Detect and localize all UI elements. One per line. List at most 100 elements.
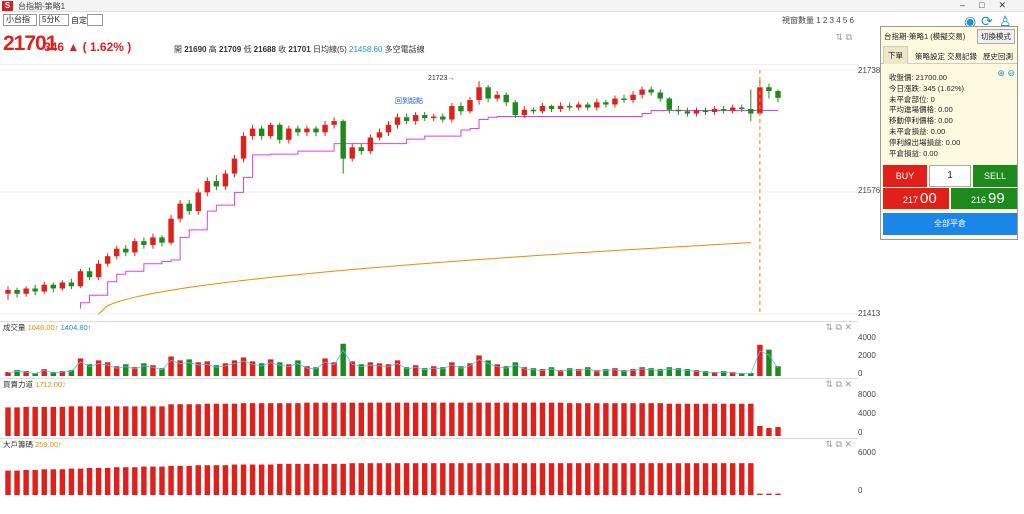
- close-all-button[interactable]: 全部平倉: [883, 213, 1017, 235]
- big-player-bar: [331, 463, 337, 495]
- force-bar: [123, 406, 129, 436]
- broadcast-icon[interactable]: ◉: [964, 13, 977, 29]
- big-player-bar: [585, 463, 591, 495]
- zoom-out-icon[interactable]: ⊖: [1007, 68, 1015, 78]
- candle-body: [648, 89, 654, 93]
- candle-body: [539, 106, 546, 112]
- window-controls[interactable]: –□✕: [960, 0, 1020, 11]
- candle-body: [720, 109, 727, 111]
- sell-button[interactable]: SELL: [973, 165, 1017, 187]
- force-bar: [267, 403, 274, 436]
- volume-bar: [684, 369, 691, 376]
- force-bar: [775, 427, 781, 436]
- candle-body: [766, 87, 772, 92]
- volume-bar: [485, 360, 491, 376]
- tab-records[interactable]: 交易記錄: [947, 52, 977, 61]
- window-count-selector[interactable]: 視窗數量 1 2 3 4 5 6: [781, 16, 854, 25]
- volume-bar: [304, 366, 310, 376]
- candle-body: [440, 116, 446, 120]
- candle-body: [86, 271, 93, 278]
- big-player-bar: [503, 463, 509, 495]
- force-bar: [449, 402, 455, 436]
- last-price: 21701: [3, 32, 57, 55]
- force-panel-header: 買賣力道 1712.00↑ ⇅ ⧉ ✕: [0, 378, 858, 389]
- candle-body: [204, 181, 211, 193]
- big-player-bar: [77, 468, 84, 495]
- switch-mode-button[interactable]: 切換模式: [977, 29, 1015, 44]
- force-bar: [195, 404, 201, 436]
- volume-bar: [521, 367, 528, 376]
- big-player-bar: [367, 463, 374, 495]
- force-bar: [340, 402, 346, 436]
- volume-bar: [621, 370, 627, 376]
- refresh-icon[interactable]: ⟳: [981, 13, 993, 29]
- maximize-icon[interactable]: □: [979, 0, 999, 10]
- candle-body: [711, 109, 718, 113]
- order-entry: BUY 1 SELL 217 00 216 99: [883, 165, 1017, 209]
- zoom-in-icon[interactable]: ⊕: [997, 68, 1005, 78]
- force-bar: [104, 406, 111, 436]
- symbol-select[interactable]: 小台指: [3, 14, 37, 26]
- buy-button[interactable]: BUY: [883, 165, 927, 187]
- volume-bar: [467, 363, 473, 376]
- ma-line: [98, 242, 751, 315]
- period-select[interactable]: 5分K: [39, 14, 69, 26]
- force-bar: [204, 403, 211, 436]
- force-bar: [521, 402, 528, 436]
- candle-body: [512, 102, 519, 116]
- big-player-bar: [394, 463, 401, 495]
- force-bar: [458, 402, 464, 436]
- tab-order[interactable]: 下單: [883, 46, 908, 64]
- big-player-bar: [603, 463, 609, 495]
- user-settings-icon[interactable]: ♙: [999, 13, 1012, 29]
- big-player-bar: [612, 463, 618, 495]
- big-player-bar: [186, 465, 192, 495]
- volume-bar: [449, 362, 455, 376]
- zoom-controls[interactable]: ⊕ ⊖: [997, 68, 1015, 79]
- volume-bar: [204, 361, 211, 376]
- big-player-bar: [249, 464, 256, 495]
- buy-price-button[interactable]: 217 00: [883, 188, 949, 209]
- close-icon[interactable]: ✕: [998, 0, 1020, 10]
- candle-body: [304, 128, 310, 133]
- candle-body: [240, 136, 247, 159]
- big-player-bar: [231, 464, 238, 495]
- price-change: 346 ▲ ( 1.62% ): [44, 40, 132, 54]
- sell-price-button[interactable]: 216 99: [951, 188, 1017, 209]
- minimize-icon[interactable]: –: [960, 0, 980, 10]
- volume-bar: [594, 370, 600, 376]
- candle-body: [132, 241, 138, 253]
- high-annotation: 21723→: [428, 75, 454, 82]
- force-bar: [530, 402, 537, 436]
- volume-bar: [648, 368, 654, 376]
- quantity-input[interactable]: 1: [929, 165, 971, 187]
- tab-strategy[interactable]: 策略設定: [915, 52, 945, 61]
- force-bar: [150, 406, 156, 436]
- force-panel-tools[interactable]: ⇅ ⧉ ✕: [825, 379, 852, 389]
- big-player-bar: [566, 463, 573, 495]
- volume-bar: [711, 372, 718, 376]
- force-bar: [476, 402, 482, 436]
- big-player-bar: [467, 463, 473, 495]
- candle-body: [150, 237, 156, 245]
- big-label-group: 大戶籌碼 259.00↑: [3, 439, 62, 450]
- force-bar: [240, 403, 247, 436]
- tab-backtest[interactable]: 歷史回測: [983, 52, 1013, 61]
- candle-body: [521, 109, 528, 116]
- main-chart-tools[interactable]: ⇅ ⧉: [835, 32, 852, 42]
- volume-bar: [666, 367, 673, 376]
- big-player-bar: [440, 463, 446, 495]
- volume-bar: [503, 366, 509, 376]
- high-label: 高: [208, 45, 217, 54]
- candle-body: [739, 107, 745, 110]
- big-panel-tools[interactable]: ⇅ ⧉ ✕: [825, 439, 852, 449]
- candle-body: [213, 181, 220, 187]
- candle-body: [376, 132, 383, 138]
- volume-bar: [313, 367, 319, 376]
- quote-header: 21701 346 ▲ ( 1.62% ) 開 21690 高 21709 低 …: [0, 29, 858, 65]
- volume-panel-tools[interactable]: ⇅ ⧉ ✕: [825, 322, 852, 332]
- custom-input[interactable]: [87, 14, 103, 26]
- candle-body: [494, 94, 500, 99]
- big-label: 大戶籌碼: [3, 440, 33, 449]
- trade-tabs: 下單 策略設定 交易記錄 歷史回測: [881, 46, 1017, 64]
